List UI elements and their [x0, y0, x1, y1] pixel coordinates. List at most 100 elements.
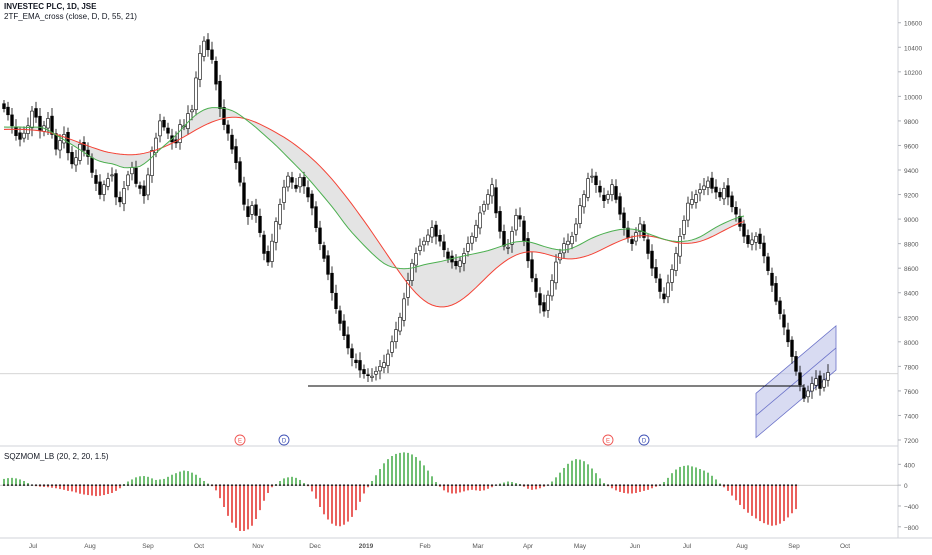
- candle-up: [546, 294, 550, 311]
- candle-up: [58, 140, 62, 151]
- squeeze-dot: [215, 484, 217, 487]
- candle-up: [702, 185, 706, 190]
- momentum-tick-label: −400: [904, 504, 919, 511]
- squeeze-dot: [603, 484, 605, 487]
- squeeze-dot: [255, 484, 257, 487]
- squeeze-dot: [595, 484, 597, 487]
- price-tick-label: 8200: [904, 315, 919, 322]
- squeeze-dot: [783, 484, 785, 487]
- candle-up: [482, 204, 486, 212]
- time-tick-label: Aug: [736, 543, 748, 550]
- squeeze-dot: [179, 484, 181, 487]
- event-marker-label: E: [606, 438, 610, 444]
- squeeze-dot: [51, 484, 53, 487]
- candle-up: [690, 199, 694, 205]
- time-tick-label: Apr: [523, 543, 534, 550]
- candle-up: [194, 77, 198, 111]
- price-tick-label: 9400: [904, 168, 919, 175]
- time-tick-label: Aug: [84, 543, 96, 550]
- candle-up: [694, 194, 698, 203]
- candle-down: [290, 177, 294, 183]
- candle-up: [414, 253, 418, 266]
- candle-down: [38, 115, 42, 132]
- squeeze-dot: [223, 484, 225, 487]
- candle-down: [662, 293, 666, 300]
- candle-up: [578, 205, 582, 224]
- candle-up: [586, 178, 590, 198]
- candle-down: [650, 250, 654, 269]
- candle-down: [522, 220, 526, 242]
- squeeze-dot: [331, 484, 333, 487]
- time-tick-label: Nov: [252, 543, 264, 550]
- squeeze-dot: [295, 484, 297, 487]
- candle-up: [706, 180, 710, 188]
- squeeze-dot: [483, 484, 485, 487]
- candle-down: [330, 272, 334, 294]
- candle-down: [542, 302, 546, 312]
- squeeze-dot: [503, 484, 505, 487]
- squeeze-dot: [23, 484, 25, 487]
- ema-fast-line: [3, 107, 745, 270]
- candle-down: [346, 334, 350, 349]
- squeeze-dot: [667, 484, 669, 487]
- squeeze-dot: [283, 484, 285, 487]
- candle-up: [582, 194, 586, 208]
- candle-down: [206, 39, 210, 51]
- candle-down: [134, 167, 138, 184]
- candle-up: [562, 243, 566, 254]
- squeeze-dot: [247, 484, 249, 487]
- squeeze-dot: [747, 484, 749, 487]
- squeeze-dot: [323, 484, 325, 487]
- candle-down: [70, 152, 74, 165]
- candle-up: [606, 194, 610, 200]
- candle-up: [806, 390, 810, 398]
- candle-up: [574, 223, 578, 235]
- candle-down: [266, 251, 270, 263]
- squeeze-dot: [651, 484, 653, 487]
- candle-up: [110, 174, 114, 177]
- momentum-tick-label: 0: [904, 483, 908, 490]
- candle-up: [158, 120, 162, 137]
- squeeze-dot: [631, 484, 633, 487]
- candle-down: [18, 132, 22, 140]
- candle-up: [298, 177, 302, 188]
- squeeze-dot: [243, 484, 245, 487]
- squeeze-dot: [155, 484, 157, 487]
- squeeze-dot: [411, 484, 413, 487]
- squeeze-dot: [303, 484, 305, 487]
- squeeze-dot: [647, 484, 649, 487]
- candle-up: [822, 379, 826, 388]
- squeeze-dot: [579, 484, 581, 487]
- event-marker-label: D: [282, 438, 287, 444]
- squeeze-dot: [391, 484, 393, 487]
- candle-up: [670, 269, 674, 283]
- candle-up: [426, 234, 430, 242]
- candle-down: [142, 185, 146, 197]
- squeeze-dot: [219, 484, 221, 487]
- candle-down: [338, 310, 342, 324]
- candle-up: [490, 184, 494, 197]
- time-tick-label: Dec: [309, 543, 321, 550]
- squeeze-dot: [751, 484, 753, 487]
- candle-down: [530, 259, 534, 279]
- squeeze-dot: [95, 484, 97, 487]
- squeeze-dot: [551, 484, 553, 487]
- candle-down: [294, 184, 298, 189]
- squeeze-dot: [775, 484, 777, 487]
- candle-down: [366, 374, 370, 377]
- squeeze-dot: [695, 484, 697, 487]
- candle-down: [782, 314, 786, 328]
- candle-down: [762, 242, 766, 257]
- candle-up: [250, 205, 254, 215]
- squeeze-dot: [683, 484, 685, 487]
- squeeze-dot: [19, 484, 21, 487]
- time-tick-label: Sep: [142, 543, 154, 550]
- candle-up: [486, 194, 490, 205]
- candle-down: [246, 206, 250, 217]
- candle-up: [278, 204, 282, 225]
- squeeze-dot: [583, 484, 585, 487]
- candle-down: [362, 369, 366, 375]
- squeeze-dot: [175, 484, 177, 487]
- squeeze-dot: [139, 484, 141, 487]
